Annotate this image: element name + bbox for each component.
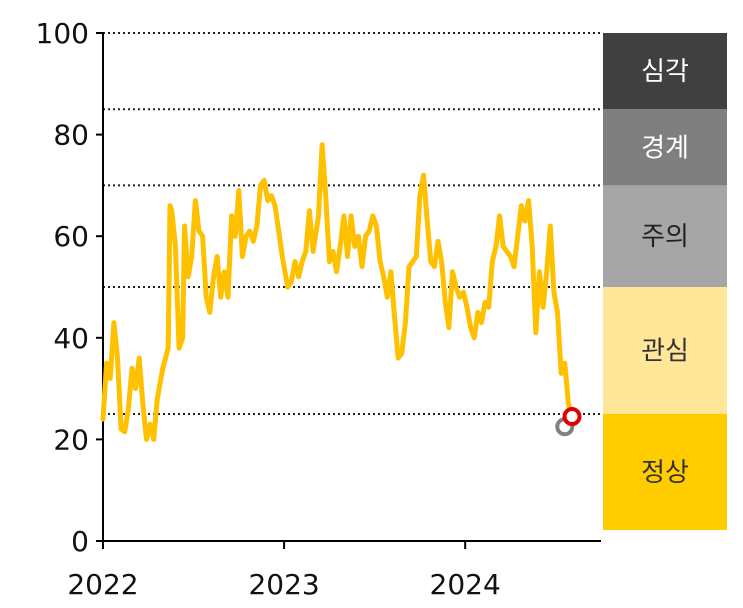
x-tick-label: 2022 bbox=[67, 568, 138, 601]
y-tick-label: 0 bbox=[71, 525, 89, 558]
band-3 bbox=[603, 109, 727, 186]
band-2 bbox=[603, 185, 727, 287]
band-label: 정상 bbox=[641, 458, 689, 488]
y-tick-label: 80 bbox=[53, 119, 89, 152]
band-4 bbox=[603, 33, 727, 110]
band-label: 경계 bbox=[641, 133, 689, 163]
threshold-gridlines bbox=[103, 32, 601, 415]
band-label: 주의 bbox=[641, 222, 689, 252]
y-tick-label: 20 bbox=[53, 423, 89, 456]
band-label: 관심 bbox=[641, 337, 689, 367]
band-label: 심각 bbox=[641, 57, 689, 87]
band-0 bbox=[603, 414, 727, 530]
band-1 bbox=[603, 287, 727, 414]
x-tick-label: 2024 bbox=[430, 568, 501, 601]
x-tick-label: 2023 bbox=[248, 568, 319, 601]
end-point-marker bbox=[562, 407, 582, 427]
y-tick-label: 60 bbox=[53, 220, 89, 253]
chart-axes: 0 20 40 60 80 100 2022 2023 2024 bbox=[36, 17, 601, 601]
series-line bbox=[100, 142, 575, 442]
y-tick-label: 40 bbox=[53, 322, 89, 355]
risk-level-bands: 정상 관심 주의 경계 심각 bbox=[603, 33, 727, 530]
y-tick-label: 100 bbox=[36, 17, 89, 50]
series-layer bbox=[100, 142, 575, 442]
marker-layer bbox=[555, 407, 582, 437]
